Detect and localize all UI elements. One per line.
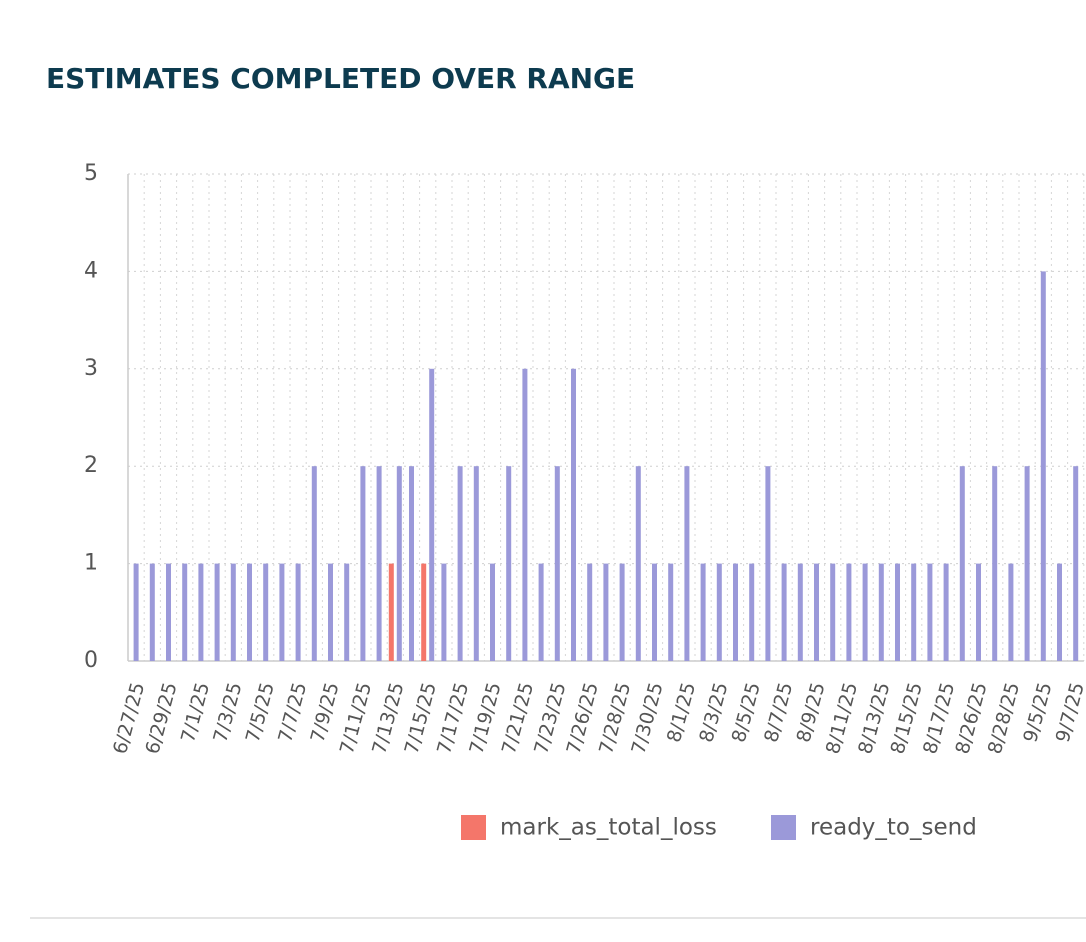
legend-label: mark_as_total_loss [500, 815, 717, 841]
bar [1057, 563, 1062, 661]
bar [295, 563, 301, 661]
x-tick-label: 9/5/25 [1019, 680, 1056, 745]
bar [781, 563, 787, 661]
bar [603, 563, 609, 661]
bar [976, 563, 981, 661]
y-tick-label: 0 [84, 648, 98, 673]
bar [230, 563, 236, 661]
x-tick-label: 8/9/25 [793, 680, 830, 745]
x-tick-label: 7/5/25 [242, 680, 279, 745]
bar [959, 466, 965, 661]
bar [473, 466, 479, 661]
x-tick-label: 8/5/25 [728, 680, 765, 745]
bar [668, 563, 674, 661]
bar [992, 466, 998, 661]
chart-title: ESTIMATES COMPLETED OVER RANGE [46, 62, 635, 95]
bar [814, 563, 819, 661]
bar [396, 466, 402, 661]
bar [1008, 563, 1014, 661]
bar [765, 466, 771, 661]
bar [388, 563, 394, 661]
bar [421, 563, 427, 661]
bar [878, 563, 884, 661]
bar [344, 563, 350, 661]
bar [328, 563, 333, 661]
bar [441, 563, 447, 661]
bar [700, 563, 706, 661]
bar [1073, 466, 1079, 661]
bar [587, 563, 593, 661]
y-tick-label: 2 [84, 453, 98, 478]
bar [376, 466, 382, 661]
bar [1024, 466, 1030, 661]
y-tick-label: 1 [84, 551, 98, 576]
bar [619, 563, 625, 661]
legend-swatch [771, 815, 796, 840]
x-tick-label: 8/1/25 [663, 680, 700, 745]
x-tick-label: 8/3/25 [695, 680, 732, 745]
bar [846, 563, 852, 661]
bar [360, 466, 366, 661]
bar [749, 563, 755, 661]
x-tick-label: 7/1/25 [177, 680, 214, 745]
y-tick-label: 3 [84, 356, 98, 381]
x-tick-label: 7/3/25 [209, 680, 246, 745]
bar [684, 466, 690, 661]
y-tick-label: 5 [84, 161, 98, 186]
x-tick-label: 8/7/25 [760, 680, 797, 745]
bar [1040, 271, 1046, 661]
bar [133, 563, 139, 661]
bar [635, 466, 641, 661]
bar [862, 563, 868, 661]
bar [429, 368, 435, 661]
bar [571, 368, 576, 661]
bar [409, 466, 414, 661]
bar [506, 466, 512, 661]
bar [214, 563, 220, 661]
bar [198, 563, 204, 661]
bar [716, 563, 722, 661]
bar [733, 563, 738, 661]
bar [927, 563, 933, 661]
legend-swatch [461, 815, 486, 840]
bar [911, 563, 917, 661]
bar [522, 368, 528, 661]
x-tick-label: 7/7/25 [274, 680, 311, 745]
x-tick-label: 9/7/25 [1052, 680, 1086, 745]
bar [830, 563, 836, 661]
bar [797, 563, 803, 661]
legend-label: ready_to_send [810, 815, 977, 841]
bar [263, 563, 269, 661]
y-tick-label: 4 [84, 258, 98, 283]
bar [247, 563, 252, 661]
bar [457, 466, 463, 661]
bar [895, 563, 900, 661]
bar [149, 563, 155, 661]
bar [652, 563, 657, 661]
bar [538, 563, 544, 661]
bar [943, 563, 949, 661]
bar [279, 563, 285, 661]
bar [490, 563, 495, 661]
bar [554, 466, 560, 661]
bar [182, 563, 188, 661]
bar [311, 466, 317, 661]
bar [166, 563, 171, 661]
x-tick-label: 7/9/25 [307, 680, 344, 745]
